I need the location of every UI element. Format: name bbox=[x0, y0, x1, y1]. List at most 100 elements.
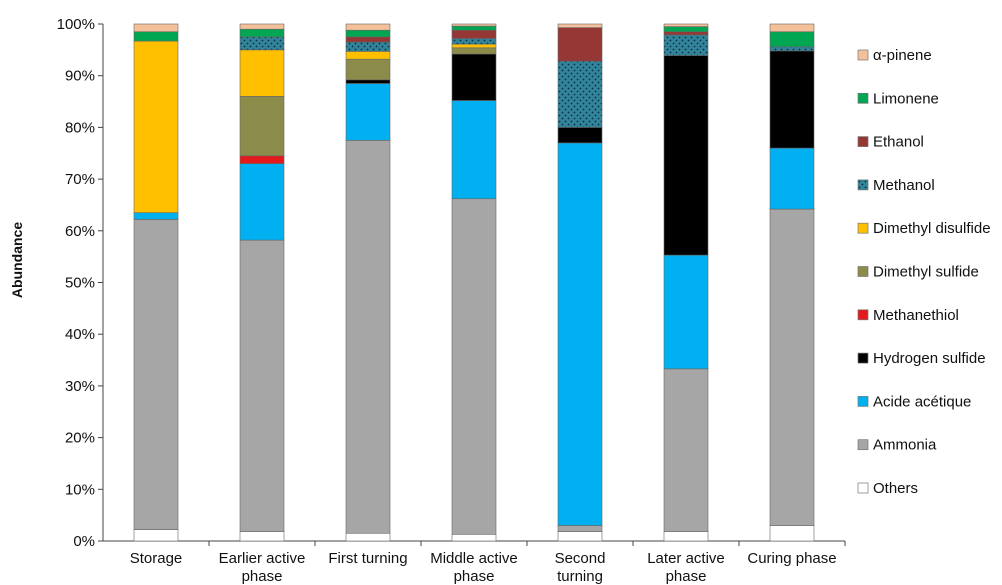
legend-label: Ethanol bbox=[873, 134, 924, 151]
bar-segment-dimethyl-disulfide bbox=[345, 51, 391, 60]
x-tick-label: First turning bbox=[328, 550, 407, 567]
bar-segment-others bbox=[239, 531, 285, 542]
legend-label: Methanethiol bbox=[873, 307, 959, 324]
x-tick-label: Earlier active bbox=[219, 550, 306, 567]
bar-group bbox=[557, 23, 603, 542]
y-tick-label: 40% bbox=[65, 326, 95, 343]
bar-segment-acide-ac-tique bbox=[239, 163, 285, 241]
bar-segment-acide-ac-tique bbox=[769, 147, 815, 210]
x-tick-label: Middle active bbox=[430, 550, 518, 567]
bar-segment-methanethiol bbox=[239, 155, 285, 164]
y-tick-label: 60% bbox=[65, 223, 95, 240]
legend-item: Acide acétique bbox=[857, 393, 971, 410]
bar-segment-ammonia bbox=[133, 219, 179, 530]
bar-segment-acide-ac-tique bbox=[133, 212, 179, 220]
bar-segment-others bbox=[133, 529, 179, 542]
bar-group bbox=[663, 23, 709, 542]
bar-segment-ethanol bbox=[557, 27, 603, 62]
legend-swatch bbox=[857, 92, 869, 104]
bar-segment-limonene bbox=[345, 29, 391, 38]
bar-segment-acide-ac-tique bbox=[345, 83, 391, 141]
bar-segment-methanol bbox=[663, 34, 709, 56]
bar-segment-others bbox=[451, 533, 497, 542]
legend-swatch bbox=[857, 179, 869, 191]
legend-swatch bbox=[857, 482, 869, 494]
y-axis-title: Abundance bbox=[9, 222, 25, 298]
bar-segment-ethanol bbox=[663, 31, 709, 36]
bar-segment-acide-ac-tique bbox=[451, 100, 497, 200]
bar-segment-hydrogen-sulfide bbox=[663, 55, 709, 256]
y-tick-label: 100% bbox=[57, 16, 95, 33]
bar-segment-dimethyl-sulfide bbox=[239, 96, 285, 157]
legend-label: Ammonia bbox=[873, 437, 937, 454]
legend-item: α-pinene bbox=[857, 47, 932, 64]
x-tick-label: phase bbox=[666, 568, 707, 585]
legend-swatch bbox=[857, 222, 869, 234]
bar-group bbox=[451, 23, 497, 542]
legend-item: Hydrogen sulfide bbox=[857, 350, 986, 367]
bar-segment-dimethyl-sulfide bbox=[451, 47, 497, 55]
bar-group bbox=[133, 23, 179, 542]
bar-segment-hydrogen-sulfide bbox=[557, 127, 603, 144]
bar-segment-others bbox=[663, 531, 709, 542]
legend-label: Methanol bbox=[873, 177, 935, 194]
bar-segment-ethanol bbox=[345, 36, 391, 43]
bar-segment-dimethyl-disulfide bbox=[239, 49, 285, 97]
bar-group bbox=[769, 23, 815, 542]
legend-item: Ethanol bbox=[857, 134, 924, 151]
bar-segment-ammonia bbox=[557, 525, 603, 532]
bar-segment--pinene bbox=[769, 23, 815, 33]
bar-segment-methanol bbox=[769, 46, 815, 52]
legend-item: Dimethyl disulfide bbox=[857, 220, 991, 237]
legend-label: Hydrogen sulfide bbox=[873, 350, 986, 367]
bar-segment-limonene bbox=[769, 31, 815, 48]
bar-segment-limonene bbox=[451, 25, 497, 31]
y-tick-label: 30% bbox=[65, 378, 95, 395]
legend-label: Limonene bbox=[873, 90, 939, 107]
y-tick-label: 20% bbox=[65, 430, 95, 447]
x-tick-label: phase bbox=[242, 568, 283, 585]
y-axis: 0% 10% 20% 30% 40% 50% 60% 70% 80% 90% 100% bbox=[57, 16, 104, 550]
bar-segment-ammonia bbox=[663, 368, 709, 532]
bar-segment-ammonia bbox=[451, 198, 497, 535]
bar-segment-ethanol bbox=[451, 29, 497, 39]
bar-segment-methanol bbox=[557, 60, 603, 128]
bar-segment--pinene bbox=[133, 23, 179, 33]
bar-segment-acide-ac-tique bbox=[557, 142, 603, 526]
legend-swatch bbox=[857, 439, 869, 451]
bar-segment-ammonia bbox=[239, 239, 285, 532]
y-tick-label: 90% bbox=[65, 68, 95, 85]
bar-segment-dimethyl-disulfide bbox=[133, 40, 179, 214]
legend-item: Others bbox=[857, 480, 918, 497]
y-tick-label: 0% bbox=[73, 533, 95, 550]
bars bbox=[133, 23, 815, 542]
legend-item: Methanethiol bbox=[857, 307, 959, 324]
legend-swatch bbox=[857, 309, 869, 321]
bar-segment--pinene bbox=[345, 23, 391, 31]
bar-segment-hydrogen-sulfide bbox=[345, 79, 391, 84]
legend-swatch bbox=[857, 49, 869, 61]
bar-segment-dimethyl-disulfide bbox=[451, 43, 497, 49]
legend-item: Methanol bbox=[857, 177, 935, 194]
legend-item: Dimethyl sulfide bbox=[857, 264, 979, 281]
x-tick-label: Curing phase bbox=[747, 550, 836, 567]
x-tick-label: Later active bbox=[647, 550, 725, 567]
bar-segment-limonene bbox=[239, 28, 285, 38]
legend-label: Dimethyl sulfide bbox=[873, 264, 979, 281]
x-tick-label: turning bbox=[557, 568, 603, 585]
bar-segment-hydrogen-sulfide bbox=[451, 53, 497, 101]
y-tick-label: 80% bbox=[65, 119, 95, 136]
bar-segment--pinene bbox=[557, 23, 603, 28]
legend-swatch bbox=[857, 352, 869, 364]
y-tick-label: 50% bbox=[65, 275, 95, 292]
bar-group bbox=[345, 23, 391, 542]
y-tick-label: 70% bbox=[65, 171, 95, 188]
bar-segment-methanol bbox=[239, 36, 285, 51]
bar-segment-others bbox=[557, 531, 603, 542]
x-tick-label: phase bbox=[454, 568, 495, 585]
bar-segment-ammonia bbox=[345, 140, 391, 534]
legend-label: Dimethyl disulfide bbox=[873, 220, 991, 237]
bar-segment-dimethyl-sulfide bbox=[345, 58, 391, 81]
bar-segment-ammonia bbox=[769, 208, 815, 526]
